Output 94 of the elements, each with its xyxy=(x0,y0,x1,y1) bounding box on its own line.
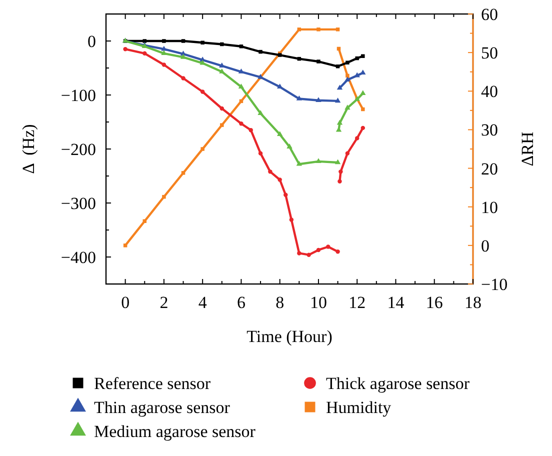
point xyxy=(316,60,320,64)
point xyxy=(345,151,350,156)
point xyxy=(344,76,350,82)
point xyxy=(181,76,186,80)
point xyxy=(239,44,244,48)
x-tick-label: 8 xyxy=(276,293,284,312)
point xyxy=(258,110,264,115)
point xyxy=(238,84,244,89)
point xyxy=(220,106,224,111)
point xyxy=(334,159,341,164)
y2-tick-label: −10 xyxy=(481,275,508,294)
point xyxy=(360,90,366,96)
y2-tick-label: 40 xyxy=(481,82,498,102)
point xyxy=(346,60,350,64)
point xyxy=(142,39,147,43)
point xyxy=(284,192,288,198)
point xyxy=(344,104,350,110)
point xyxy=(316,28,320,32)
point xyxy=(316,97,322,102)
point xyxy=(258,151,263,156)
point xyxy=(220,42,224,46)
y2-tick-label: 20 xyxy=(481,159,498,178)
legend-label: Humidity xyxy=(326,398,392,417)
point xyxy=(334,98,341,103)
x-tick-label: 6 xyxy=(236,293,246,312)
y2-tick-label: 30 xyxy=(481,120,498,140)
y-tick-label: −100 xyxy=(60,86,96,105)
point xyxy=(296,95,302,100)
legend-label: Thin agarose sensor xyxy=(94,398,230,417)
point xyxy=(123,46,128,52)
point xyxy=(277,131,283,136)
legend-label: Reference sensor xyxy=(94,374,211,393)
point xyxy=(336,64,340,68)
point xyxy=(219,68,225,74)
point xyxy=(336,249,340,254)
point xyxy=(162,39,166,43)
point xyxy=(162,62,166,67)
point xyxy=(336,84,343,90)
point xyxy=(326,244,330,249)
x-tick-label: 2 xyxy=(160,293,168,312)
point xyxy=(181,171,186,175)
point xyxy=(161,50,167,56)
point xyxy=(248,128,253,132)
y2-tick-label: 60 xyxy=(481,5,498,24)
y2-tick-label: 10 xyxy=(481,198,498,217)
point xyxy=(296,160,302,166)
point xyxy=(200,90,205,94)
y-tick-label: −300 xyxy=(60,194,96,213)
point xyxy=(306,252,311,257)
y2-tick-label: 0 xyxy=(481,236,490,256)
point xyxy=(338,170,343,174)
x-tick-label: 4 xyxy=(198,293,208,312)
y-tick-label: −200 xyxy=(60,140,96,159)
point xyxy=(316,248,321,252)
point xyxy=(286,144,292,148)
point xyxy=(354,136,360,140)
point xyxy=(161,46,167,51)
x-tick-label: 0 xyxy=(121,293,130,312)
point xyxy=(181,39,186,43)
point xyxy=(361,107,365,112)
x-tick-label: 16 xyxy=(426,293,443,312)
point xyxy=(346,74,350,78)
point xyxy=(297,28,302,32)
legend-label: Medium agarose sensor xyxy=(94,422,256,441)
point xyxy=(355,56,359,60)
x-tick-label: 10 xyxy=(310,293,327,312)
y-axis-title: Δ (Hz) xyxy=(19,124,38,174)
x-tick-label: 18 xyxy=(464,293,482,312)
point xyxy=(200,147,204,151)
x-tick-label: 12 xyxy=(348,293,366,312)
point xyxy=(336,120,343,125)
point xyxy=(338,179,342,184)
legend-label: Thick agarose sensor xyxy=(326,374,470,393)
point xyxy=(123,244,128,248)
point xyxy=(278,178,282,182)
y2-axis-title: ΔRH xyxy=(518,132,537,166)
point xyxy=(142,51,147,56)
point xyxy=(336,28,340,32)
point xyxy=(316,158,322,164)
point xyxy=(361,54,365,58)
point xyxy=(220,123,224,127)
point xyxy=(289,218,294,222)
y2-tick-label: 50 xyxy=(481,44,498,63)
point xyxy=(360,126,366,130)
y-tick-label: 0 xyxy=(88,32,96,51)
point xyxy=(258,50,262,54)
point xyxy=(162,194,166,199)
point xyxy=(268,170,272,174)
x-tick-label: 14 xyxy=(387,293,405,312)
point xyxy=(239,122,244,126)
x-axis-title: Time (Hour) xyxy=(246,327,332,346)
point xyxy=(200,40,204,44)
y-tick-label: −400 xyxy=(60,248,96,267)
point xyxy=(297,251,302,256)
